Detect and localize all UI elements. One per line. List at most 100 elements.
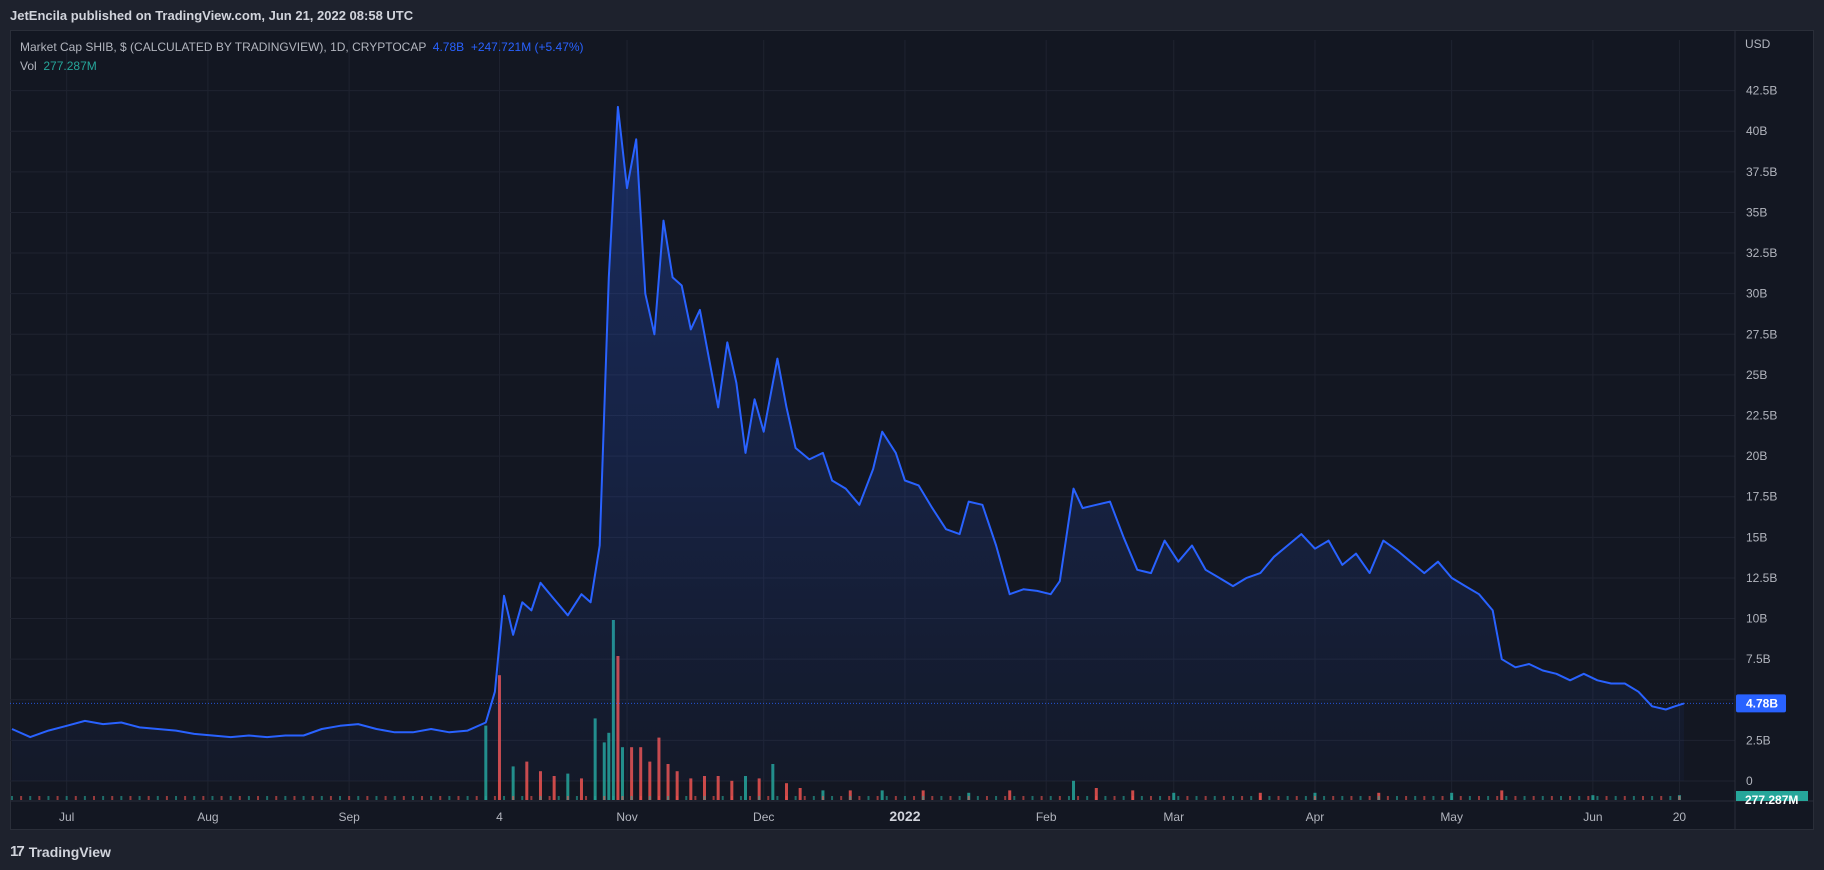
volume-bar — [339, 796, 342, 800]
volume-bar — [1669, 796, 1672, 800]
x-tick-label: 20 — [1673, 810, 1687, 824]
volume-bar — [1195, 796, 1198, 800]
volume-bar — [1341, 796, 1344, 800]
volume-bar — [220, 796, 223, 800]
y-tick-label: 0 — [1746, 774, 1753, 788]
volume-bar — [165, 796, 168, 800]
y-tick-label: 32.5B — [1746, 246, 1777, 260]
volume-bar — [548, 796, 551, 800]
volume-bar — [439, 796, 442, 800]
volume-bar — [193, 796, 196, 800]
volume-bar — [630, 796, 633, 800]
volume-bar — [411, 796, 414, 800]
x-tick-label: Sep — [338, 810, 360, 824]
volume-bar — [457, 796, 460, 800]
volume-bar — [579, 778, 583, 800]
x-tick-label: Feb — [1036, 810, 1057, 824]
publisher-line: JetEncila published on TradingView.com, … — [10, 8, 414, 23]
price-axis[interactable]: 02.5B5B7.5B10B12.5B15B17.5B20B22.5B25B27… — [1736, 37, 1808, 807]
time-axis[interactable]: Jul Aug Sep 4 Nov Dec 2022 Feb Mar Apr May Jun 20 — [59, 808, 1686, 824]
volume-bar — [1058, 796, 1061, 800]
y-tick-label: 12.5B — [1746, 571, 1777, 585]
volume-bar — [1077, 796, 1080, 800]
volume-bar — [785, 796, 788, 800]
volume-bar — [20, 796, 23, 800]
volume-bar — [849, 796, 852, 800]
volume-bar — [484, 796, 487, 800]
volume-bar — [639, 796, 642, 800]
volume-bar — [1432, 796, 1435, 800]
y-tick-label: 25B — [1746, 368, 1767, 382]
volume-bar — [767, 796, 770, 800]
volume-bar — [995, 796, 998, 800]
volume-bar — [758, 796, 761, 800]
volume-bar — [74, 796, 77, 800]
volume-bar — [1377, 796, 1380, 800]
volume-bar — [913, 796, 916, 800]
volume-bar — [1177, 796, 1180, 800]
volume-bar — [1008, 790, 1012, 800]
volume-bar — [56, 796, 59, 800]
volume-bar — [921, 790, 925, 800]
volume-bar — [357, 796, 360, 800]
x-tick-label: Apr — [1306, 810, 1325, 824]
volume-bar — [1222, 796, 1225, 800]
volume-bar — [757, 778, 761, 800]
volume-bar — [448, 796, 451, 800]
tradingview-logo[interactable]: 17 TradingView — [10, 843, 111, 860]
volume-bar — [1259, 796, 1262, 800]
volume-bar — [1213, 796, 1216, 800]
volume-bar — [120, 796, 123, 800]
price-points — [11, 106, 1685, 738]
volume-bar — [1559, 796, 1562, 800]
y-tick-label: 27.5B — [1746, 327, 1777, 341]
last-price-badge-label: 4.78B — [1746, 696, 1778, 710]
volume-bar — [1505, 796, 1508, 800]
volume-bar — [1423, 796, 1426, 800]
legend-symbol[interactable]: Market Cap SHIB, $ (CALCULATED BY TRADIN… — [20, 40, 427, 54]
volume-bar — [293, 796, 296, 800]
volume-bar — [375, 796, 378, 800]
volume-bar — [466, 796, 469, 800]
volume-bar — [1368, 796, 1371, 800]
volume-bar — [867, 796, 870, 800]
volume-bar — [794, 796, 797, 800]
volume-bar — [1477, 796, 1480, 800]
volume-bar — [931, 796, 934, 800]
volume-bar — [329, 796, 332, 800]
volume-bar — [880, 790, 884, 800]
volume-bar — [1277, 796, 1280, 800]
volume-bar — [1104, 796, 1107, 800]
volume-bar — [749, 796, 752, 800]
volume-bar — [1204, 796, 1207, 800]
volume-bar — [784, 783, 788, 800]
volume-badge[interactable] — [1736, 791, 1808, 801]
volume-bar — [512, 796, 515, 800]
volume-bar — [1623, 796, 1626, 800]
volume-bar — [320, 796, 323, 800]
x-tick-label: 2022 — [889, 808, 920, 824]
volume-bar — [65, 796, 68, 800]
volume-bar — [539, 796, 542, 800]
legend-vol-label[interactable]: Vol — [20, 59, 37, 73]
volume-bar — [922, 796, 925, 800]
volume-bar — [83, 796, 86, 800]
tradingview-logo-icon: 17 — [10, 843, 25, 860]
volume-bar — [940, 796, 943, 800]
volume-bar — [1067, 796, 1070, 800]
volume-bar — [1149, 796, 1152, 800]
volume-bar — [1304, 796, 1307, 800]
volume-bar — [1632, 796, 1635, 800]
volume-bar — [798, 788, 802, 800]
volume-bar — [247, 796, 250, 800]
x-tick-label: Nov — [616, 810, 637, 824]
volume-bar — [1022, 796, 1025, 800]
volume-bar — [238, 796, 241, 800]
volume-bar — [1286, 796, 1289, 800]
x-tick-label: May — [1440, 810, 1463, 824]
last-price-badge[interactable] — [1736, 694, 1786, 713]
volume-bar — [202, 796, 205, 800]
volume-bar — [366, 796, 369, 800]
volume-bar — [129, 796, 132, 800]
